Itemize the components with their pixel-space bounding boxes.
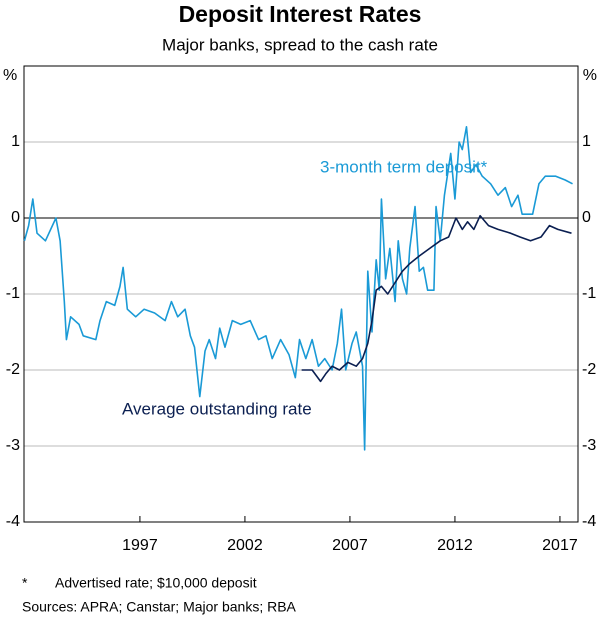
plot-frame — [23, 65, 579, 523]
y2-unit: % — [583, 67, 597, 84]
y2-tick-label: 1 — [582, 133, 591, 150]
footnote-marker: * — [22, 575, 28, 591]
series-line — [23, 126, 573, 451]
y-tick-label: 0 — [11, 209, 20, 226]
x-tick-label: 2007 — [332, 537, 368, 554]
x-tick-label: 2012 — [437, 537, 473, 554]
x-tick-label: 2002 — [227, 537, 263, 554]
y2-tick-label: -3 — [582, 437, 596, 454]
series-label: Average outstanding rate — [122, 399, 312, 418]
x-tick-label: 1997 — [122, 537, 158, 554]
y2-tick-label: 0 — [582, 209, 591, 226]
series-line — [301, 214, 572, 383]
y2-tick-label: -1 — [582, 285, 596, 302]
sources: Sources: APRA; Canstar; Major banks; RBA — [22, 599, 297, 615]
footnote: Advertised rate; $10,000 deposit — [55, 575, 257, 591]
chart-subtitle: Major banks, spread to the cash rate — [162, 35, 438, 54]
y2-tick-label: -2 — [582, 361, 596, 378]
chart-title: Deposit Interest Rates — [179, 1, 422, 27]
y-tick-label: -3 — [6, 437, 20, 454]
y-tick-label: 1 — [11, 133, 20, 150]
x-tick-label: 2017 — [542, 537, 578, 554]
y-unit: % — [3, 67, 17, 84]
y2-tick-label: -4 — [582, 513, 596, 530]
y-tick-label: -4 — [6, 513, 20, 530]
series-label: 3-month term deposit* — [320, 157, 488, 176]
y-tick-label: -1 — [6, 285, 20, 302]
y-tick-label: -2 — [6, 361, 20, 378]
